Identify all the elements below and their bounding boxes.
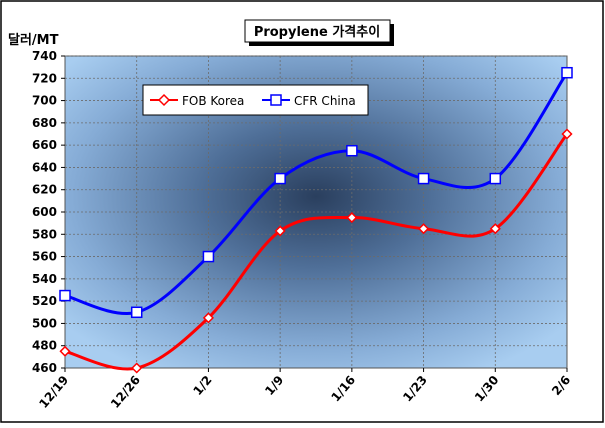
legend-label-cfr-china: CFR China (294, 94, 356, 108)
legend: FOB Korea CFR China (142, 84, 369, 116)
data-point-cfr-china (417, 172, 430, 185)
data-point-cfr-china (202, 250, 215, 263)
data-point-fob-korea (489, 223, 501, 235)
y-tick-label: 580 (32, 227, 57, 241)
y-tick-label: 700 (32, 94, 57, 108)
data-point-fob-korea (59, 345, 71, 357)
data-point-fob-korea (561, 128, 573, 140)
title-shadow-bottom (249, 42, 394, 46)
data-point-cfr-china (274, 172, 286, 185)
legend-marker-cfr-china (270, 94, 282, 106)
data-point-fob-korea (131, 362, 143, 374)
data-point-fob-korea (346, 212, 358, 224)
y-tick-label: 600 (32, 205, 57, 219)
y-tick-label: 480 (32, 339, 57, 353)
data-point-cfr-china (346, 144, 358, 157)
y-tick-label: 740 (32, 49, 57, 63)
y-axis-label: 달러/MT (8, 32, 59, 48)
y-tick-label: 460 (32, 361, 57, 375)
data-point-cfr-china (130, 306, 143, 319)
data-point-fob-korea (418, 223, 430, 235)
legend-label-fob-korea: FOB Korea (182, 94, 244, 108)
y-tick-label: 500 (32, 316, 57, 330)
y-tick-label: 540 (32, 272, 57, 286)
data-point-fob-korea (274, 225, 286, 237)
y-tick-label: 520 (32, 294, 57, 308)
data-point-cfr-china (59, 289, 71, 302)
y-tick-label: 620 (32, 183, 57, 197)
data-point-cfr-china (561, 66, 573, 79)
legend-marker-fob-korea (157, 93, 171, 107)
y-tick-label: 660 (32, 138, 57, 152)
legend-box (142, 84, 369, 116)
series-markers (59, 66, 573, 374)
title-shadow-right (390, 24, 394, 46)
chart-title: Propylene 가격추이 (254, 24, 380, 40)
y-tick-label: 720 (32, 71, 57, 85)
data-point-cfr-china (489, 172, 502, 185)
y-tick-label: 560 (32, 250, 57, 264)
y-tick-label: 680 (32, 116, 57, 130)
data-point-fob-korea (202, 312, 214, 324)
y-tick-label: 640 (32, 160, 57, 174)
